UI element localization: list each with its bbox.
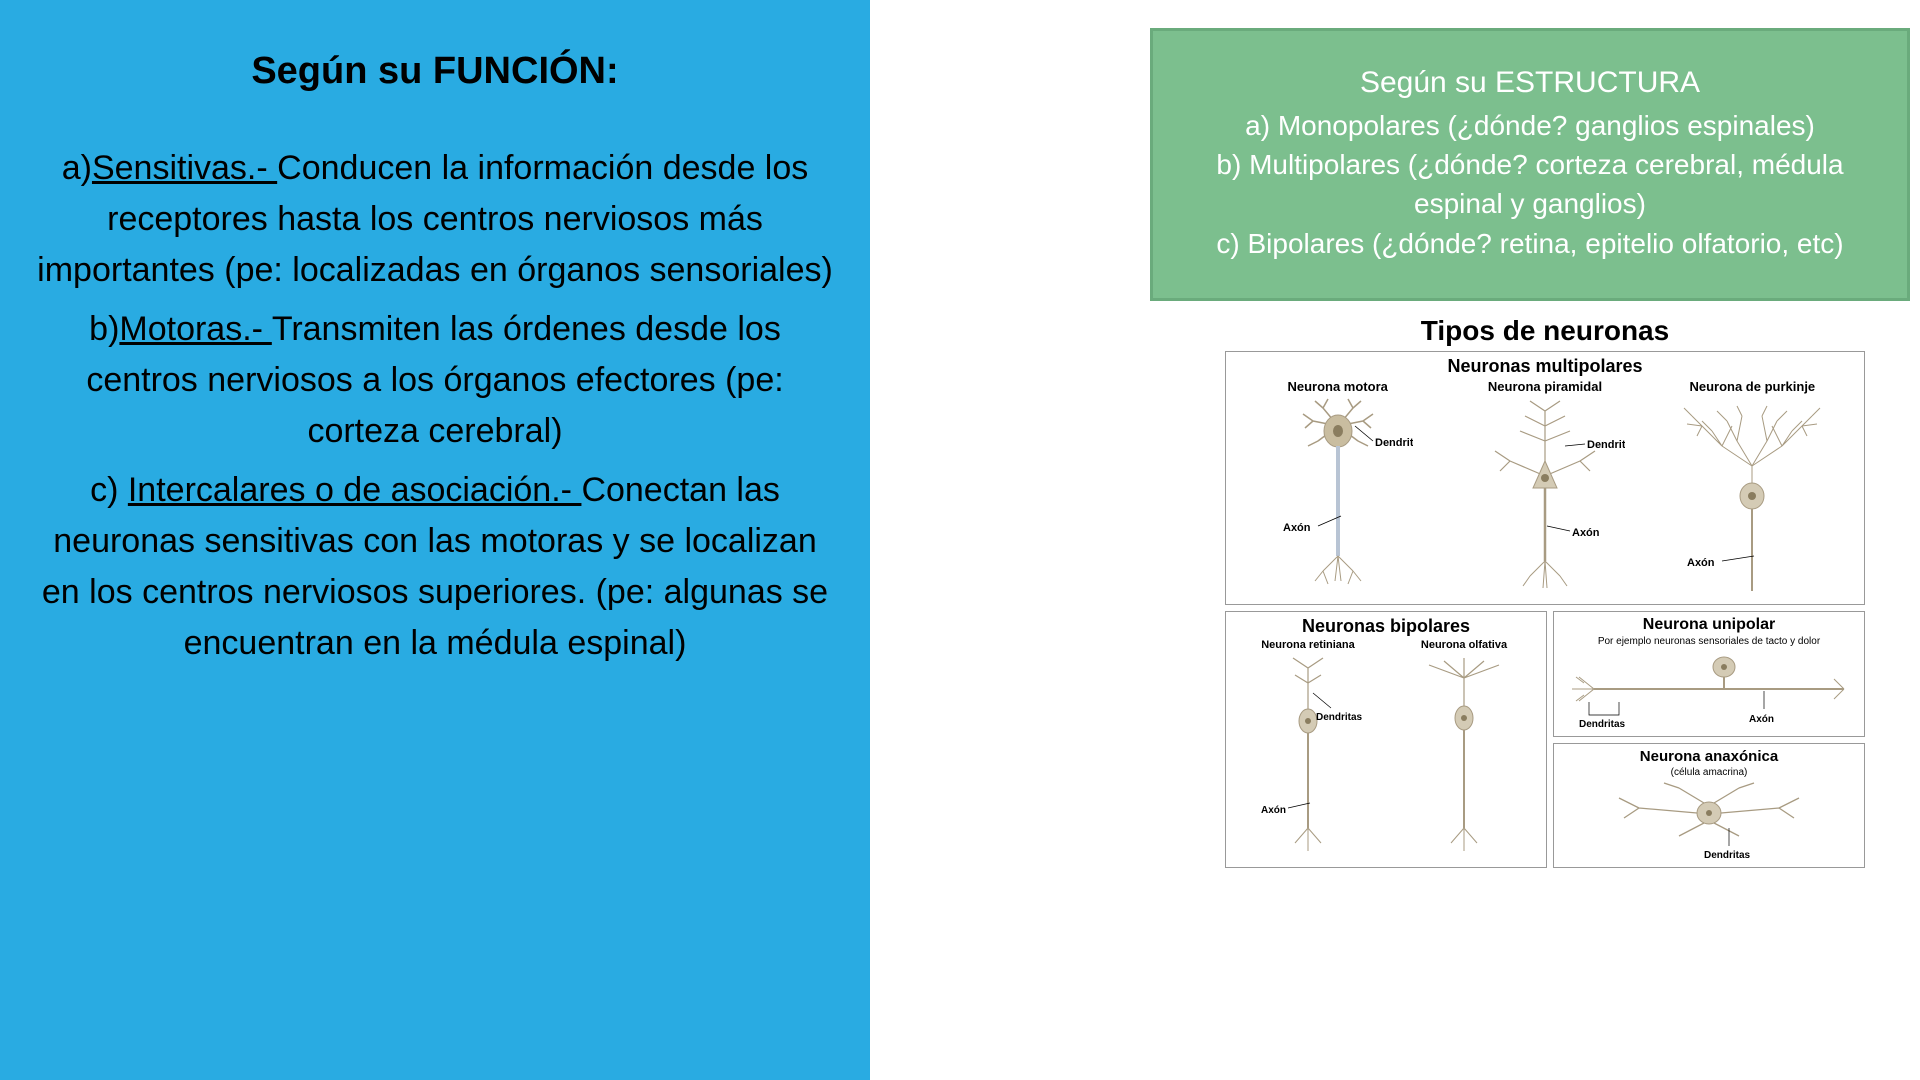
svg-text:Axón: Axón xyxy=(1283,522,1311,534)
bipolar-box: Neuronas bipolares Neurona retiniana xyxy=(1225,611,1547,868)
neuron-purkinje-svg: Axón xyxy=(1662,396,1842,596)
neuron-purkinje: Neurona de purkinje Axón xyxy=(1649,379,1856,596)
anaxonica-box: Neurona anaxónica (célula amacrina) Dend… xyxy=(1553,743,1865,868)
right-column: Según su ESTRUCTURA a) Monopolares (¿dón… xyxy=(1150,0,1920,1080)
unipolar-box: Neurona unipolar Por ejemplo neuronas se… xyxy=(1553,611,1865,737)
bipolar-title: Neuronas bipolares xyxy=(1230,616,1542,637)
svg-text:Dendritas: Dendritas xyxy=(1579,719,1626,730)
svg-text:Dendritas: Dendritas xyxy=(1375,437,1413,449)
svg-text:Dendritas: Dendritas xyxy=(1704,850,1751,861)
neuron-motora-svg: Dendritas Axón xyxy=(1263,396,1413,596)
neuron-label: Neurona retiniana xyxy=(1230,639,1386,651)
neuron-label: Neurona de purkinje xyxy=(1649,379,1856,394)
neuron-olfativa: Neurona olfativa xyxy=(1386,639,1542,858)
spacer xyxy=(870,0,1150,1080)
list-item: b)Motoras.- Transmiten las órdenes desde… xyxy=(30,304,840,457)
anaxonica-subtitle: (célula amacrina) xyxy=(1558,767,1860,778)
bottom-row: Neuronas bipolares Neurona retiniana xyxy=(1225,611,1865,868)
right-list-item: b) Multipolares (¿dónde? corteza cerebra… xyxy=(1178,145,1882,223)
neuron-label: Neurona piramidal xyxy=(1441,379,1648,394)
unipolar-subtitle: Por ejemplo neuronas sensoriales de tact… xyxy=(1558,636,1860,647)
anaxonica-title: Neurona anaxónica xyxy=(1558,748,1860,765)
neuron-unipolar-svg: Dendritas Axón xyxy=(1564,647,1854,732)
unipolar-title: Neurona unipolar xyxy=(1558,616,1860,634)
diagram-title: Tipos de neuronas xyxy=(1421,315,1669,347)
right-list: a) Monopolares (¿dónde? ganglios espinal… xyxy=(1178,106,1882,263)
right-title: Según su ESTRUCTURA xyxy=(1178,66,1882,100)
svg-text:Axón: Axón xyxy=(1687,557,1715,569)
right-list-item: c) Bipolares (¿dónde? retina, epitelio o… xyxy=(1178,224,1882,263)
left-list: a)Sensitivas.- Conducen la información d… xyxy=(30,143,840,669)
svg-text:Axón: Axón xyxy=(1749,714,1774,725)
multipolar-title: Neuronas multipolares xyxy=(1234,356,1856,377)
diagram: Tipos de neuronas Neuronas multipolares … xyxy=(1200,309,1890,1080)
neuron-motora: Neurona motora xyxy=(1234,379,1441,596)
right-list-item: a) Monopolares (¿dónde? ganglios espinal… xyxy=(1178,106,1882,145)
item-letter: c) xyxy=(90,471,118,509)
item-letter: b) xyxy=(89,310,119,348)
svg-text:Dendritas: Dendritas xyxy=(1587,439,1625,451)
neuron-olfativa-svg xyxy=(1399,653,1529,858)
neuron-retiniana-svg: Dendritas Axón xyxy=(1253,653,1363,858)
neuron-label: Neurona olfativa xyxy=(1386,639,1542,651)
left-panel: Según su FUNCIÓN: a)Sensitivas.- Conduce… xyxy=(0,0,870,1080)
neuron-label: Neurona motora xyxy=(1234,379,1441,394)
svg-text:Axón: Axón xyxy=(1261,805,1286,816)
right-bottom-col: Neurona unipolar Por ejemplo neuronas se… xyxy=(1553,611,1865,868)
item-letter: a) xyxy=(62,149,92,187)
svg-text:Axón: Axón xyxy=(1572,527,1600,539)
item-label: Intercalares o de asociación.- xyxy=(128,471,582,509)
svg-text:Dendritas: Dendritas xyxy=(1316,712,1363,723)
list-item: a)Sensitivas.- Conducen la información d… xyxy=(30,143,840,296)
multipolar-box: Neuronas multipolares Neurona motora xyxy=(1225,351,1865,605)
neuron-anaxonica-svg: Dendritas xyxy=(1579,778,1839,863)
neuron-piramidal-svg: Dendritas Axón xyxy=(1465,396,1625,596)
multipolar-row: Neurona motora xyxy=(1234,379,1856,596)
right-panel: Según su ESTRUCTURA a) Monopolares (¿dón… xyxy=(1150,28,1910,301)
item-label: Motoras.- xyxy=(119,310,271,348)
list-item: c) Intercalares o de asociación.- Conect… xyxy=(30,465,840,669)
neuron-piramidal: Neurona piramidal Dendritas xyxy=(1441,379,1648,596)
left-title: Según su FUNCIÓN: xyxy=(30,50,840,93)
neuron-retiniana: Neurona retiniana D xyxy=(1230,639,1386,858)
item-label: Sensitivas.- xyxy=(92,149,277,187)
